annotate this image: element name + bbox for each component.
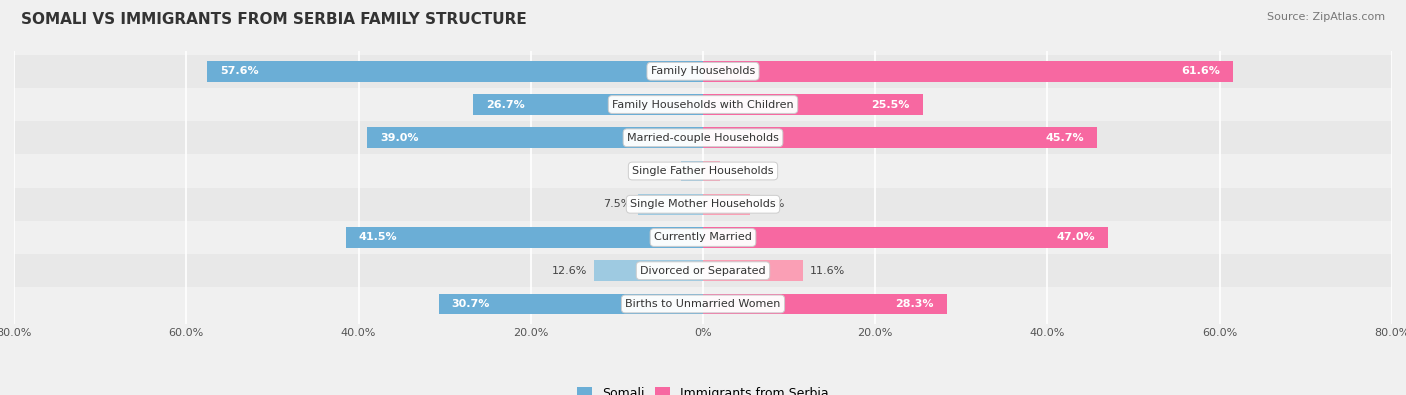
Text: 61.6%: 61.6% (1181, 66, 1220, 76)
Bar (703, 293, 946, 314)
Bar (14, 221, 1392, 254)
Text: Births to Unmarried Women: Births to Unmarried Women (626, 299, 780, 309)
Bar (439, 293, 703, 314)
Text: 2.5%: 2.5% (647, 166, 675, 176)
Bar (14, 287, 1392, 321)
Bar (14, 188, 1392, 221)
Bar (14, 88, 1392, 121)
Bar (638, 194, 703, 214)
Text: 11.6%: 11.6% (810, 266, 845, 276)
Text: Family Households: Family Households (651, 66, 755, 76)
Text: SOMALI VS IMMIGRANTS FROM SERBIA FAMILY STRUCTURE: SOMALI VS IMMIGRANTS FROM SERBIA FAMILY … (21, 12, 527, 27)
Text: 39.0%: 39.0% (380, 133, 419, 143)
Bar (14, 254, 1392, 287)
Text: 57.6%: 57.6% (219, 66, 259, 76)
Bar (14, 121, 1392, 154)
Bar (367, 128, 703, 148)
Text: 28.3%: 28.3% (896, 299, 934, 309)
Text: Single Father Households: Single Father Households (633, 166, 773, 176)
Bar (703, 194, 749, 214)
Bar (703, 94, 922, 115)
Text: 7.5%: 7.5% (603, 199, 631, 209)
Text: 26.7%: 26.7% (486, 100, 524, 109)
Text: Single Mother Households: Single Mother Households (630, 199, 776, 209)
Bar (703, 227, 1108, 248)
Text: 5.4%: 5.4% (756, 199, 785, 209)
Text: 30.7%: 30.7% (451, 299, 489, 309)
Text: Divorced or Separated: Divorced or Separated (640, 266, 766, 276)
Bar (346, 227, 703, 248)
Text: 25.5%: 25.5% (872, 100, 910, 109)
Text: Source: ZipAtlas.com: Source: ZipAtlas.com (1267, 12, 1385, 22)
Text: Family Households with Children: Family Households with Children (612, 100, 794, 109)
Text: 12.6%: 12.6% (553, 266, 588, 276)
Bar (595, 260, 703, 281)
Text: Married-couple Households: Married-couple Households (627, 133, 779, 143)
Bar (682, 161, 703, 181)
Text: 2.0%: 2.0% (727, 166, 755, 176)
Bar (703, 161, 720, 181)
Text: 41.5%: 41.5% (359, 233, 396, 243)
Text: 45.7%: 45.7% (1045, 133, 1084, 143)
Bar (703, 260, 803, 281)
Bar (703, 61, 1233, 82)
Bar (14, 55, 1392, 88)
Text: Currently Married: Currently Married (654, 233, 752, 243)
Legend: Somali, Immigrants from Serbia: Somali, Immigrants from Serbia (572, 382, 834, 395)
Bar (703, 128, 1097, 148)
Bar (472, 94, 703, 115)
Bar (14, 154, 1392, 188)
Bar (207, 61, 703, 82)
Text: 47.0%: 47.0% (1056, 233, 1095, 243)
